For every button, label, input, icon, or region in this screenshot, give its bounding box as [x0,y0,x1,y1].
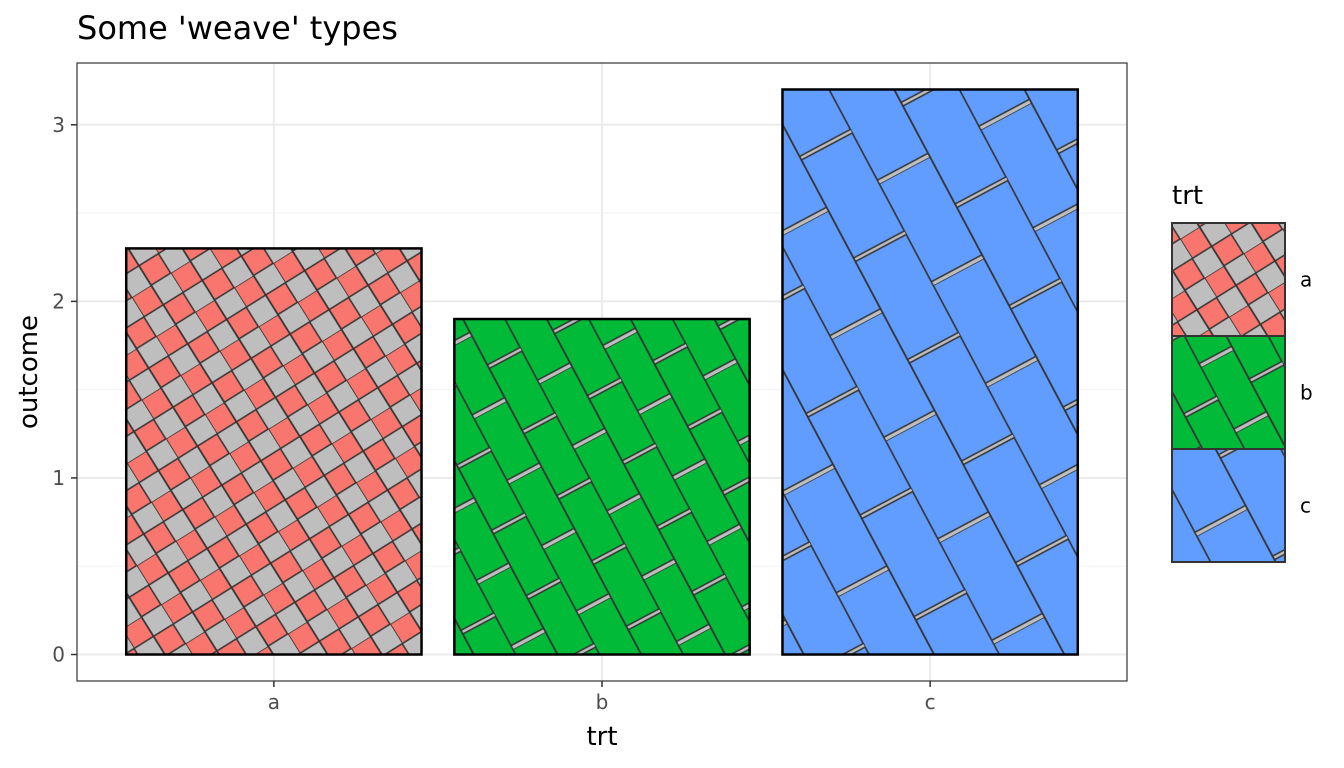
legend-key-b [1171,335,1286,450]
bar-b [453,317,751,656]
y-axis: 0 1 2 3 [52,113,77,667]
y-axis-title: outcome [14,315,44,429]
legend-label: c [1300,494,1311,518]
bars [124,88,1080,656]
bar-c [781,88,1080,656]
legend-label: b [1300,381,1313,405]
legend-key-c [1171,448,1286,563]
bar-a [124,247,423,656]
y-tick-label: 0 [52,643,65,667]
x-tick-label: c [925,690,936,714]
legend-key-a [1171,222,1286,337]
legend: trt a b c [1171,181,1313,563]
y-tick-label: 2 [52,289,65,313]
x-axis: a b c [268,681,936,714]
legend-title: trt [1172,181,1203,211]
x-tick-label: a [268,690,280,714]
x-tick-label: b [596,690,609,714]
legend-label: a [1300,268,1312,292]
y-tick-label: 3 [52,113,65,137]
x-axis-title: trt [586,722,617,752]
y-tick-label: 1 [52,466,65,490]
chart-title: Some 'weave' types [77,9,398,47]
legend-keys: a b c [1171,222,1313,563]
